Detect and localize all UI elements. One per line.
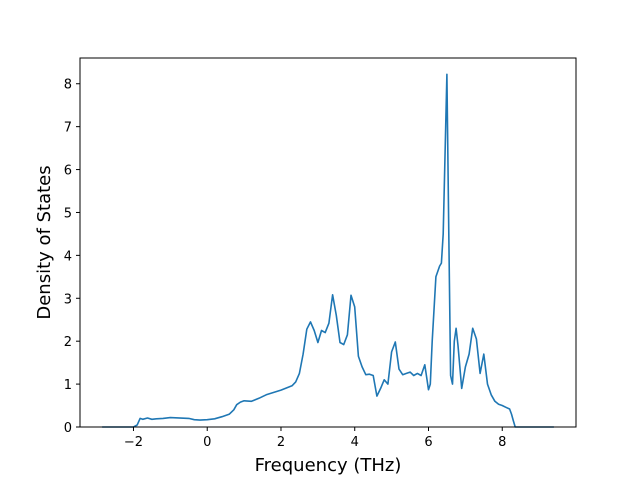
y-tick-label: 8	[64, 78, 72, 93]
x-tick-label: 0	[203, 435, 211, 450]
x-tick-label: 6	[424, 435, 432, 450]
x-axis-label: Frequency (THz)	[255, 455, 402, 476]
y-tick-label: 6	[64, 164, 72, 179]
x-tick-label: −2	[124, 435, 143, 450]
y-tick-label: 7	[64, 121, 72, 136]
y-tick-label: 5	[64, 206, 72, 221]
y-tick-label: 1	[64, 378, 72, 393]
x-tick-label: 4	[351, 435, 359, 450]
y-tick-label: 3	[64, 292, 72, 307]
x-tick-label: 2	[277, 435, 285, 450]
y-tick-label: 2	[64, 335, 72, 350]
y-tick-label: 0	[64, 421, 72, 436]
y-axis-label: Density of States	[34, 165, 55, 319]
dos-series-line	[102, 73, 554, 428]
plot-frame	[79, 57, 577, 428]
x-tick-label: 8	[498, 435, 506, 450]
y-tick-label: 4	[64, 249, 72, 264]
